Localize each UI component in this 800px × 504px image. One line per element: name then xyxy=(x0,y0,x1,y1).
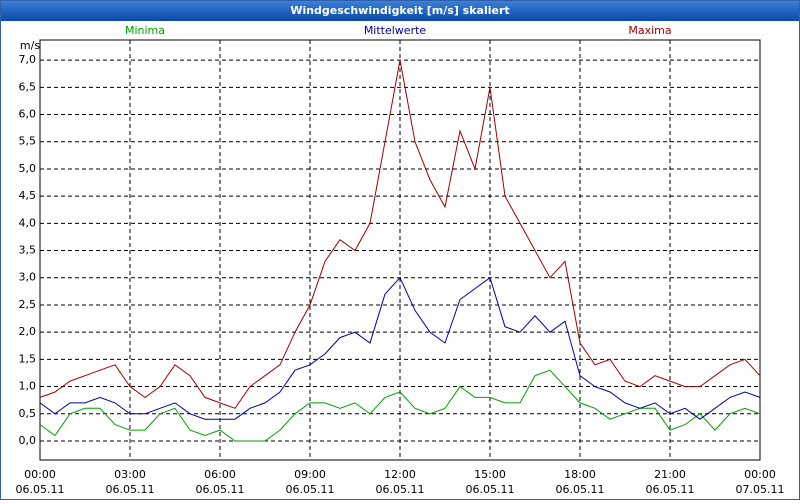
y-tick-label: 1,0 xyxy=(19,380,37,393)
x-tick-date: 06.05.11 xyxy=(196,483,245,496)
x-tick-date: 06.05.11 xyxy=(286,483,335,496)
chart-title: Windgeschwindigkeit [m/s] skaliert xyxy=(290,4,509,17)
y-tick-label: 3,5 xyxy=(19,244,37,257)
x-tick-date: 06.05.11 xyxy=(106,483,155,496)
y-tick-label: 5,5 xyxy=(19,135,37,148)
x-tick-date: 06.05.11 xyxy=(556,483,605,496)
legend-entry: Maxima xyxy=(628,24,671,37)
legend-entry: Mittelwerte xyxy=(364,24,427,37)
series-line xyxy=(39,276,761,420)
x-tick-date: 06.05.11 xyxy=(466,483,515,496)
x-tick-label: 18:00 xyxy=(564,468,596,481)
y-tick-label: 5,0 xyxy=(19,162,37,175)
x-tick-label: 21:00 xyxy=(654,468,686,481)
x-tick-date: 07.05.11 xyxy=(736,483,785,496)
y-tick-label: 0,0 xyxy=(19,434,37,447)
y-tick-label: 7,0 xyxy=(19,53,37,66)
x-tick-date: 06.05.11 xyxy=(646,483,695,496)
x-tick-label: 03:00 xyxy=(114,468,146,481)
y-tick-label: 2,5 xyxy=(19,298,37,311)
y-tick-label: 1,5 xyxy=(19,352,37,365)
title-bar xyxy=(1,1,799,21)
y-tick-label: 2,0 xyxy=(19,325,37,338)
x-tick-label: 00:00 xyxy=(744,468,776,481)
series-line xyxy=(39,60,761,409)
x-tick-label: 06:00 xyxy=(204,468,236,481)
legend-entry: Minima xyxy=(125,24,165,37)
y-tick-label: 0,5 xyxy=(19,407,37,420)
y-tick-label: 3,0 xyxy=(19,271,37,284)
y-tick-label: 6,0 xyxy=(19,108,37,121)
x-tick-label: 09:00 xyxy=(294,468,326,481)
x-tick-date: 06.05.11 xyxy=(376,483,425,496)
x-tick-label: 00:00 xyxy=(24,468,56,481)
x-tick-label: 15:00 xyxy=(474,468,506,481)
x-tick-label: 12:00 xyxy=(384,468,416,481)
y-axis-label: m/s xyxy=(20,39,40,52)
y-tick-label: 6,5 xyxy=(19,80,37,93)
y-tick-label: 4,5 xyxy=(19,189,37,202)
x-tick-date: 06.05.11 xyxy=(16,483,65,496)
y-tick-label: 4,0 xyxy=(19,216,37,229)
